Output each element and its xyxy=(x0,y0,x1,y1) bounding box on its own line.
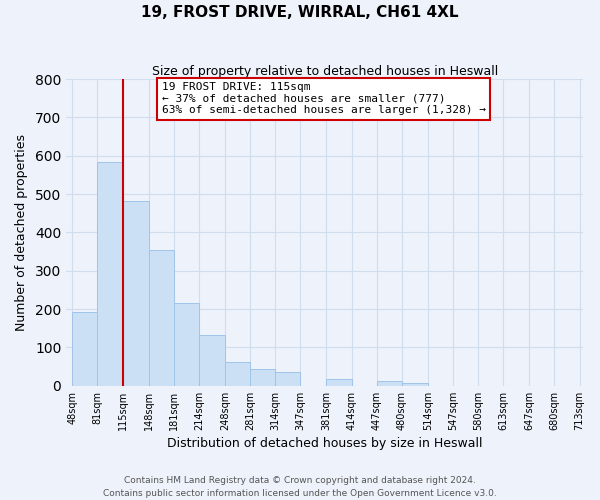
Y-axis label: Number of detached properties: Number of detached properties xyxy=(15,134,28,331)
Bar xyxy=(402,383,428,386)
X-axis label: Distribution of detached houses by size in Heswall: Distribution of detached houses by size … xyxy=(167,437,482,450)
Text: Contains HM Land Registry data © Crown copyright and database right 2024.
Contai: Contains HM Land Registry data © Crown c… xyxy=(103,476,497,498)
Bar xyxy=(124,201,149,386)
Text: 19 FROST DRIVE: 115sqm
← 37% of detached houses are smaller (777)
63% of semi-de: 19 FROST DRIVE: 115sqm ← 37% of detached… xyxy=(162,82,486,116)
Bar xyxy=(174,302,199,386)
Title: Size of property relative to detached houses in Heswall: Size of property relative to detached ho… xyxy=(152,65,498,78)
Bar xyxy=(250,368,275,386)
Bar xyxy=(199,335,225,386)
Bar xyxy=(275,372,301,386)
Text: 19, FROST DRIVE, WIRRAL, CH61 4XL: 19, FROST DRIVE, WIRRAL, CH61 4XL xyxy=(141,5,459,20)
Bar xyxy=(377,381,402,386)
Bar xyxy=(97,162,124,386)
Bar xyxy=(225,362,250,386)
Bar xyxy=(149,250,174,386)
Bar xyxy=(326,378,352,386)
Bar xyxy=(72,312,97,386)
